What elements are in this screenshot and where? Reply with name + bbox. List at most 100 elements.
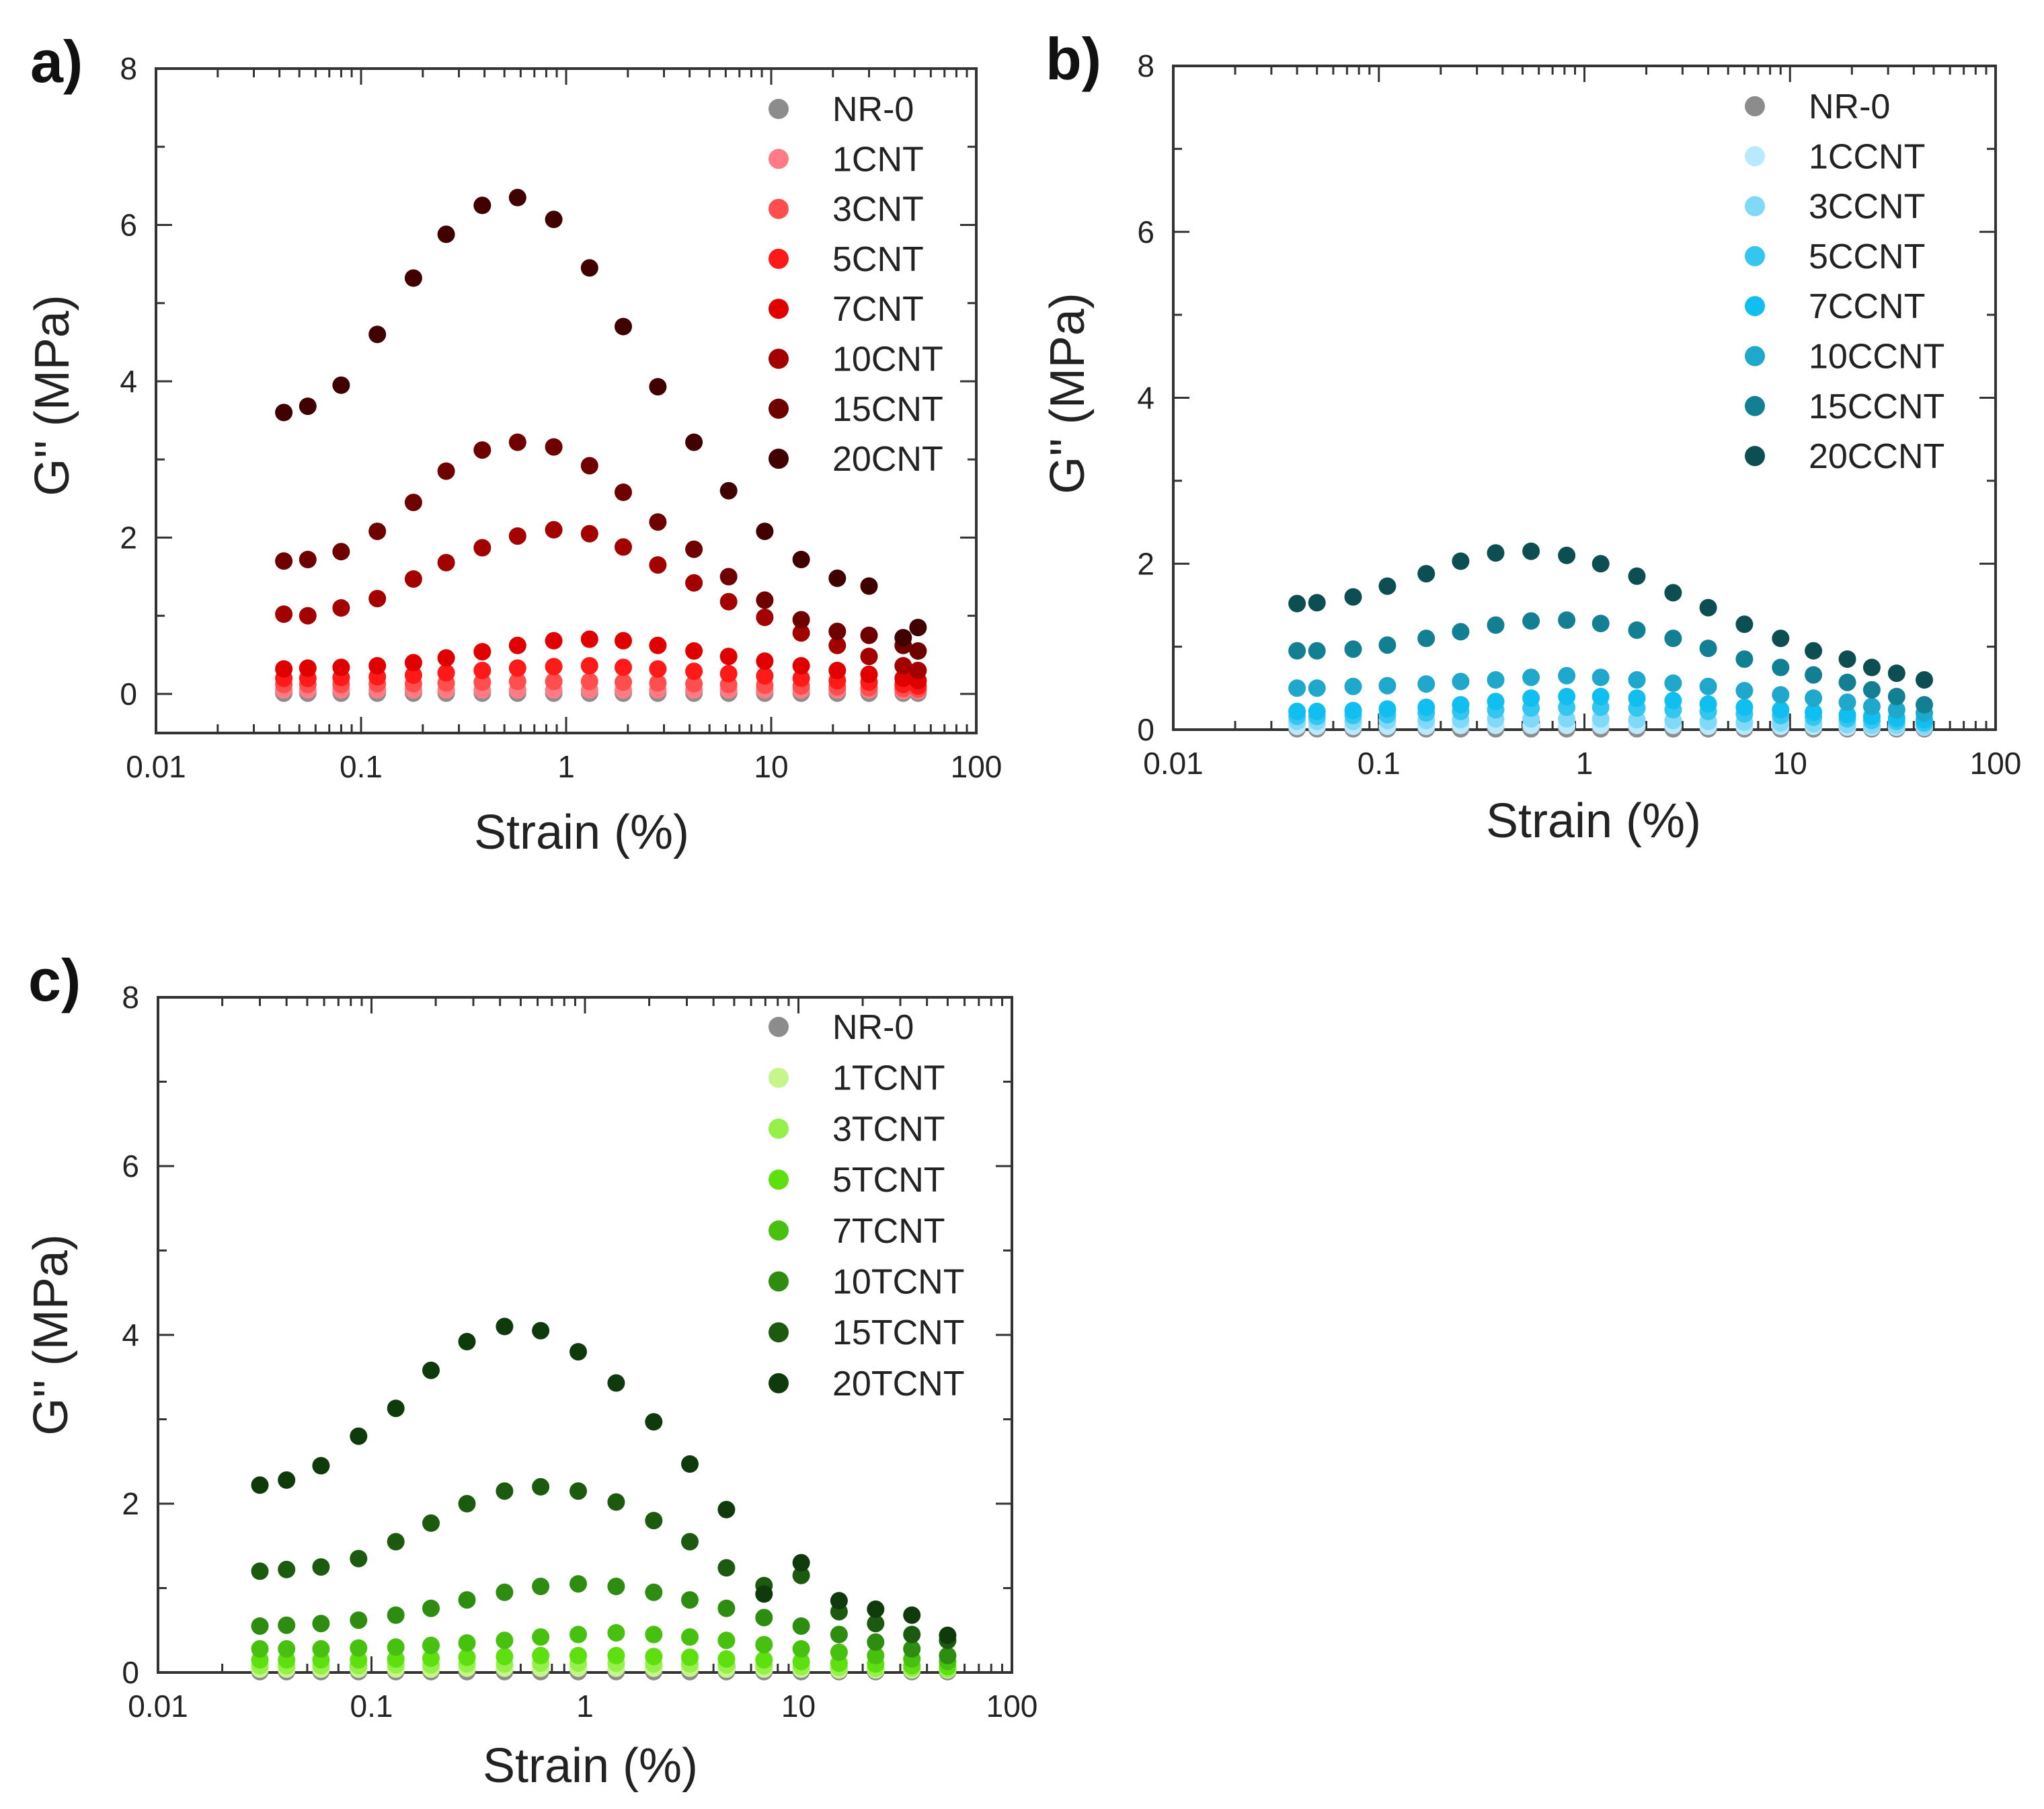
panel-a-data-point	[508, 636, 526, 654]
panel-a-data-point	[580, 525, 598, 543]
panel-c-data-point	[645, 1512, 663, 1530]
panel-b-data-point	[1699, 599, 1717, 617]
panel-a-y-tick-label: 2	[120, 520, 137, 555]
panel-b-data-point	[1308, 679, 1326, 697]
panel-c-data-point	[496, 1583, 514, 1601]
panel-b-data-point	[1838, 650, 1856, 668]
panel-c-data-point	[607, 1646, 625, 1664]
panel-b-data-point	[1805, 642, 1823, 660]
panel-b-data-point	[1344, 701, 1362, 720]
panel-c-data-point	[939, 1626, 957, 1644]
panel-c-legend-marker	[769, 1322, 789, 1343]
panel-a-data-point	[894, 657, 912, 675]
panel-b-data-point	[1417, 629, 1436, 648]
panel-c-data-point	[532, 1646, 550, 1664]
panel-b-data-point	[1452, 696, 1470, 714]
panel-c-data-point	[867, 1600, 885, 1618]
panel-b-data-point	[1628, 621, 1646, 639]
panel-c-legend-label: 20TCNT	[832, 1364, 964, 1403]
panel-a-data-point	[909, 662, 927, 679]
panel-a-data-point	[685, 540, 703, 558]
panel-b-series-15CCNT	[1288, 611, 1933, 714]
panel-a-data-point	[828, 622, 847, 640]
panel-c-data-point	[607, 1374, 625, 1392]
panel-c-data-point	[350, 1549, 368, 1568]
panel-a-data-point	[545, 210, 563, 229]
panel-b-data-point	[1887, 687, 1905, 705]
panel-a-x-tick-label: 0.1	[340, 749, 383, 784]
panel-a-legend-label: 10CNT	[832, 340, 943, 379]
panel-a-data-point	[792, 669, 810, 687]
panel-b-data-point	[1344, 588, 1362, 606]
panel-c-data-point	[496, 1648, 514, 1666]
panel-c-legend-label: 5TCNT	[832, 1161, 945, 1200]
panel-b-y-tick-label: 8	[1137, 48, 1154, 83]
panel-a-data-point	[473, 662, 492, 679]
panel-c-data-point	[251, 1640, 269, 1658]
panel-a-data-point	[649, 674, 667, 692]
panel-a-data-point	[649, 378, 667, 396]
panel-c-data-point	[251, 1617, 269, 1635]
panel-a-data-point	[756, 591, 774, 609]
panel-a-data-point	[580, 457, 598, 475]
panel-a-x-tick-label: 100	[951, 749, 1003, 784]
panel-c-y-tick-label: 0	[122, 1655, 139, 1690]
panel-a-legend-marker	[769, 198, 789, 219]
panel-b-legend: NR-0 1CCNT 3CCNT 5CCNT 7CCNT 10CCNT 15CCNT 20CC…	[1745, 87, 1944, 476]
panel-a-data-point	[860, 577, 878, 595]
panel-a-data-point	[685, 675, 703, 693]
panel-c-data-point	[496, 1631, 514, 1650]
panel-b-data-point	[1308, 594, 1326, 612]
panel-b-legend-label: 20CCNT	[1809, 437, 1944, 476]
panel-b-series-10CCNT	[1288, 666, 1933, 722]
panel-c-data-point	[532, 1578, 550, 1595]
panel-a-data-point	[437, 553, 455, 572]
panel-c-data-point	[312, 1457, 330, 1475]
panel-b-legend-label: 10CCNT	[1809, 338, 1944, 377]
panel-b-x-tick-label: 10	[1773, 746, 1807, 781]
panel-a-data-point	[685, 574, 703, 592]
panel-b-data-point	[1288, 594, 1306, 613]
panel-a-data-point	[756, 609, 774, 626]
panel-a-data-point	[508, 433, 526, 451]
panel-c-data-point	[681, 1591, 699, 1609]
panel-a-data-point	[473, 196, 492, 215]
panel-a-data-point	[894, 669, 912, 687]
panel-a-data-point	[332, 543, 350, 561]
panel-b-legend-label: 5CCNT	[1809, 237, 1925, 276]
panel-a-data-point	[615, 631, 632, 650]
panel-c-data-point	[607, 1493, 625, 1511]
panel-a-data-point	[615, 484, 632, 501]
panel-a-data-point	[580, 657, 598, 675]
panel-c-data-point	[717, 1650, 736, 1668]
panel-a-data-point	[860, 626, 878, 644]
panel-a-data-point	[685, 642, 703, 660]
panel-b-data-point	[1805, 666, 1823, 684]
panel-b-legend-marker	[1745, 446, 1765, 467]
panel-b-legend-label: 15CCNT	[1809, 387, 1944, 426]
panel-c-data-point	[717, 1631, 736, 1650]
panel-a-data-point	[792, 551, 810, 568]
panel-b-data-point	[1591, 668, 1610, 687]
panel-a-x-tick-label: 1	[557, 749, 575, 784]
panel-b-legend-label: 7CCNT	[1809, 287, 1925, 326]
panel-c-legend-marker	[769, 1169, 789, 1190]
panel-c-y-axis-title: G'' (MPa)	[24, 1234, 78, 1436]
panel-b-data-point	[1887, 701, 1905, 719]
panel-b-data-point	[1378, 700, 1397, 718]
panel-b-data-point	[1628, 689, 1646, 707]
panel-b-x-tick-label: 0.01	[1143, 746, 1204, 781]
panel-b-data-point	[1628, 671, 1646, 689]
panel-c-data-point	[681, 1648, 699, 1666]
panel-c-legend-marker	[769, 1067, 789, 1088]
panel-a-legend-label: 7CNT	[832, 290, 924, 329]
panel-a-legend: NR-0 1CNT 3CNT 5CNT 7CNT 10CNT 15CNT 20CNT	[769, 90, 943, 479]
panel-a-data-point	[792, 624, 810, 642]
panel-b-series-20CCNT	[1288, 542, 1933, 689]
panel-b-y-axis-title: G'' (MPa)	[1041, 293, 1095, 494]
panel-a-data-point	[615, 658, 632, 677]
panel-c-series-7TCNT	[251, 1624, 957, 1670]
panel-c-letter: c)	[28, 947, 81, 1013]
panel-b-y-tick-label: 0	[1137, 712, 1154, 747]
